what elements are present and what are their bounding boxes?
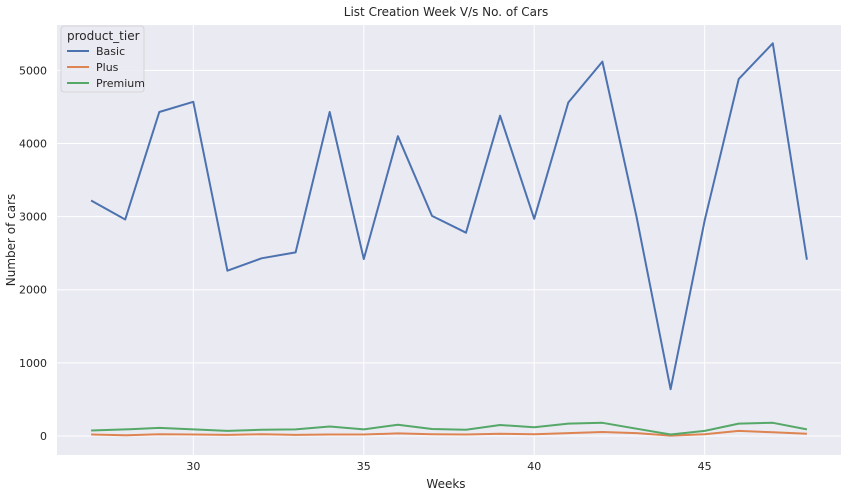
legend: product_tier Basic Plus Premium	[60, 25, 145, 93]
y-tick-label: 4000	[19, 137, 47, 150]
y-axis-label: Number of cars	[4, 194, 18, 287]
x-tick-label: 45	[698, 460, 712, 473]
legend-label-premium: Premium	[96, 77, 145, 90]
x-tick-label: 30	[186, 460, 200, 473]
y-tick-label: 3000	[19, 211, 47, 224]
x-tick-label: 40	[527, 460, 541, 473]
y-tick-label: 2000	[19, 284, 47, 297]
y-tick-label: 1000	[19, 357, 47, 370]
series-line-plus	[91, 429, 807, 437]
legend-box	[60, 25, 145, 93]
series-line-basic	[90, 42, 808, 391]
chart-title: List Creation Week V/s No. of Cars	[344, 5, 548, 19]
x-axis-ticks: 30 35 40 45	[186, 460, 711, 473]
x-tick-label: 35	[357, 460, 371, 473]
plot-area	[57, 25, 841, 455]
series-line-premium	[91, 421, 808, 436]
gridlines	[57, 25, 841, 455]
y-tick-label: 5000	[19, 64, 47, 77]
legend-label-plus: Plus	[96, 61, 119, 74]
legend-title: product_tier	[67, 29, 140, 43]
y-axis-ticks: 0 1000 2000 3000 4000 5000	[19, 64, 47, 443]
x-axis-label: Weeks	[426, 477, 465, 491]
y-tick-label: 0	[40, 430, 47, 443]
legend-label-basic: Basic	[96, 45, 125, 58]
series-lines	[90, 42, 808, 437]
